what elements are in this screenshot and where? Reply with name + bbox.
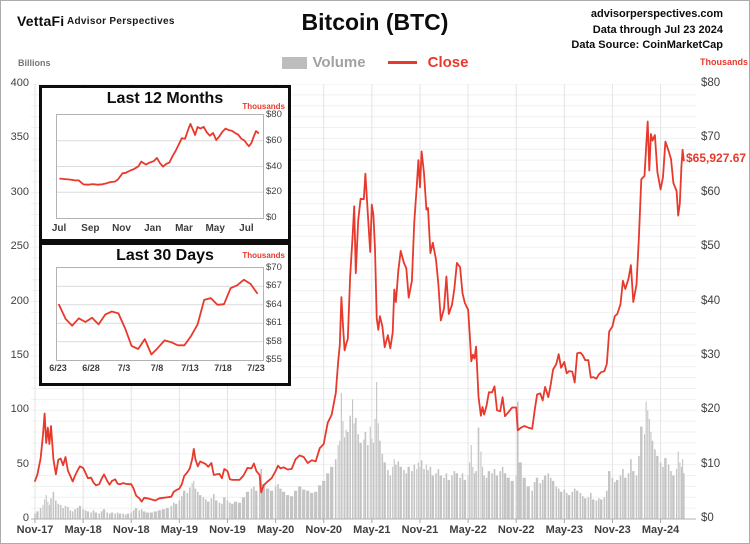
last-30-days-y-tick: $55 [266, 354, 282, 365]
vettafi-logo: VettaFi [17, 13, 65, 29]
main-left-axis-tick: 250 [10, 240, 29, 253]
main-x-axis-tick: Nov-22 [497, 524, 535, 536]
inset-12mo-title: Last 12 Months [106, 90, 224, 107]
main-left-axis-tick: 150 [10, 348, 29, 361]
page-title: Bitcoin (BTC) [301, 9, 449, 35]
main-right-axis-tick: $70 [701, 131, 721, 144]
right-axis-unit-label: Thousands [700, 57, 749, 67]
last-price-annotation: $65,927.67 [686, 151, 747, 165]
last-30-days-x-tick: 7/18 [214, 363, 232, 373]
legend-close-label: Close [427, 54, 469, 71]
last-12-months-y-tick: $20 [266, 186, 282, 198]
last-12-months-y-tick: $80 [266, 109, 282, 120]
main-right-axis-tick: $50 [701, 240, 721, 253]
last-12-months-x-tick: Mar [175, 223, 193, 234]
last-12-months-canvas [57, 122, 263, 193]
main-x-axis-tick: Nov-19 [209, 524, 246, 536]
main-x-axis-tick: May-24 [641, 524, 680, 536]
last-12-months-x-tick: Jul [51, 223, 67, 234]
last-30-days-x-tick: 7/13 [181, 363, 199, 373]
source-line-website: advisorperspectives.com [590, 8, 723, 20]
left-axis-unit-label: Billions [18, 58, 51, 68]
last-12-months-x-tick: Jul [239, 223, 254, 234]
main-x-axis-tick: Nov-23 [594, 524, 631, 536]
main-x-axis-tick: Nov-20 [305, 524, 343, 536]
main-right-axis-tick: $0 [701, 512, 714, 524]
main-x-axis-tick: May-19 [160, 524, 198, 536]
inset-last-12-months: Last 12 Months Thousands $0 $20 $40 $60 $80 J… [39, 85, 291, 242]
main-chart-canvas [31, 84, 696, 523]
inset-last-30-days: Last 30 Days Thousands $55 $58 $61 $64 $67 $7… [39, 242, 291, 386]
source-line-data-through: Data through Jul 23 2024 [592, 23, 723, 36]
main-x-axis-tick: May-23 [545, 524, 583, 536]
last-12-months-x-tick: Nov [112, 223, 131, 234]
last-30-days-y-tick: $70 [266, 262, 282, 273]
main-left-axis-tick: 400 [10, 77, 29, 89]
last-30-days-x-tick: 7/3 [117, 363, 131, 373]
last-30-days-y-tick: $58 [266, 335, 282, 347]
main-x-axis-tick: Nov-21 [401, 524, 439, 536]
main-left-axis-tick: 50 [16, 457, 29, 470]
main-left-axis-tick: 350 [10, 131, 29, 144]
last-12-months-y-tick: $0 [266, 212, 277, 223]
inset-30d-title: Last 30 Days [116, 247, 214, 264]
main-right-axis-tick: $20 [701, 403, 721, 416]
last-12-months-y-tick: $40 [266, 160, 282, 172]
main-left-axis-tick: 0 [22, 512, 29, 524]
legend: Volume Close [1, 54, 749, 71]
last-30-days-x-tick: 7/23 [247, 363, 265, 373]
source-line-data-source: Data Source: CoinMarketCap [571, 39, 723, 51]
main-right-axis-tick: $10 [701, 457, 721, 470]
close-line-icon [387, 60, 417, 65]
main-x-axis-tick: May-20 [256, 524, 295, 536]
main-x-axis-tick: Nov-17 [16, 524, 54, 536]
last-30-days-y-tick: $61 [266, 317, 282, 329]
last-12-months-x-tick: May [205, 223, 225, 234]
main-x-axis-tick: May-22 [449, 524, 487, 536]
last-12-months-x-tick: Jan [144, 223, 162, 234]
main-x-axis-tick: Nov-18 [112, 524, 150, 536]
inset-30d-thousands-label: Thousands [242, 251, 285, 260]
legend-volume-label: Volume [312, 54, 366, 71]
main-right-axis-tick: $40 [701, 294, 721, 307]
volume-swatch-icon [281, 56, 307, 69]
last-30-days-plot-area [56, 267, 264, 361]
last-30-days-x-tick: 7/8 [150, 363, 164, 373]
main-right-axis-tick: $30 [701, 348, 721, 361]
last-30-days-y-tick: $64 [266, 298, 282, 310]
main-right-axis-tick: $80 [701, 77, 721, 89]
main-left-axis-tick: 200 [10, 294, 29, 307]
last-12-months-x-tick: Sep [81, 223, 100, 234]
main-left-axis-tick: 300 [10, 185, 29, 198]
main-x-axis-tick: May-21 [353, 524, 391, 536]
main-left-axis-tick: 100 [10, 403, 29, 416]
advisor-perspectives-label: Advisor Perspectives [67, 16, 175, 27]
last-30-days-canvas [57, 278, 263, 356]
last-30-days-y-tick: $67 [266, 280, 282, 292]
last-12-months-y-tick: $60 [266, 134, 282, 146]
main-right-axis-tick: $60 [701, 185, 721, 198]
last-12-months-plot-area [56, 114, 264, 219]
inset-12mo-thousands-label: Thousands [242, 102, 285, 111]
last-30-days-x-tick: 6/23 [49, 363, 67, 373]
main-x-axis-tick: May-18 [64, 524, 102, 536]
last-30-days-x-tick: 6/28 [82, 363, 100, 373]
source-attribution: advisorperspectives.com Data through Jul… [571, 7, 723, 54]
